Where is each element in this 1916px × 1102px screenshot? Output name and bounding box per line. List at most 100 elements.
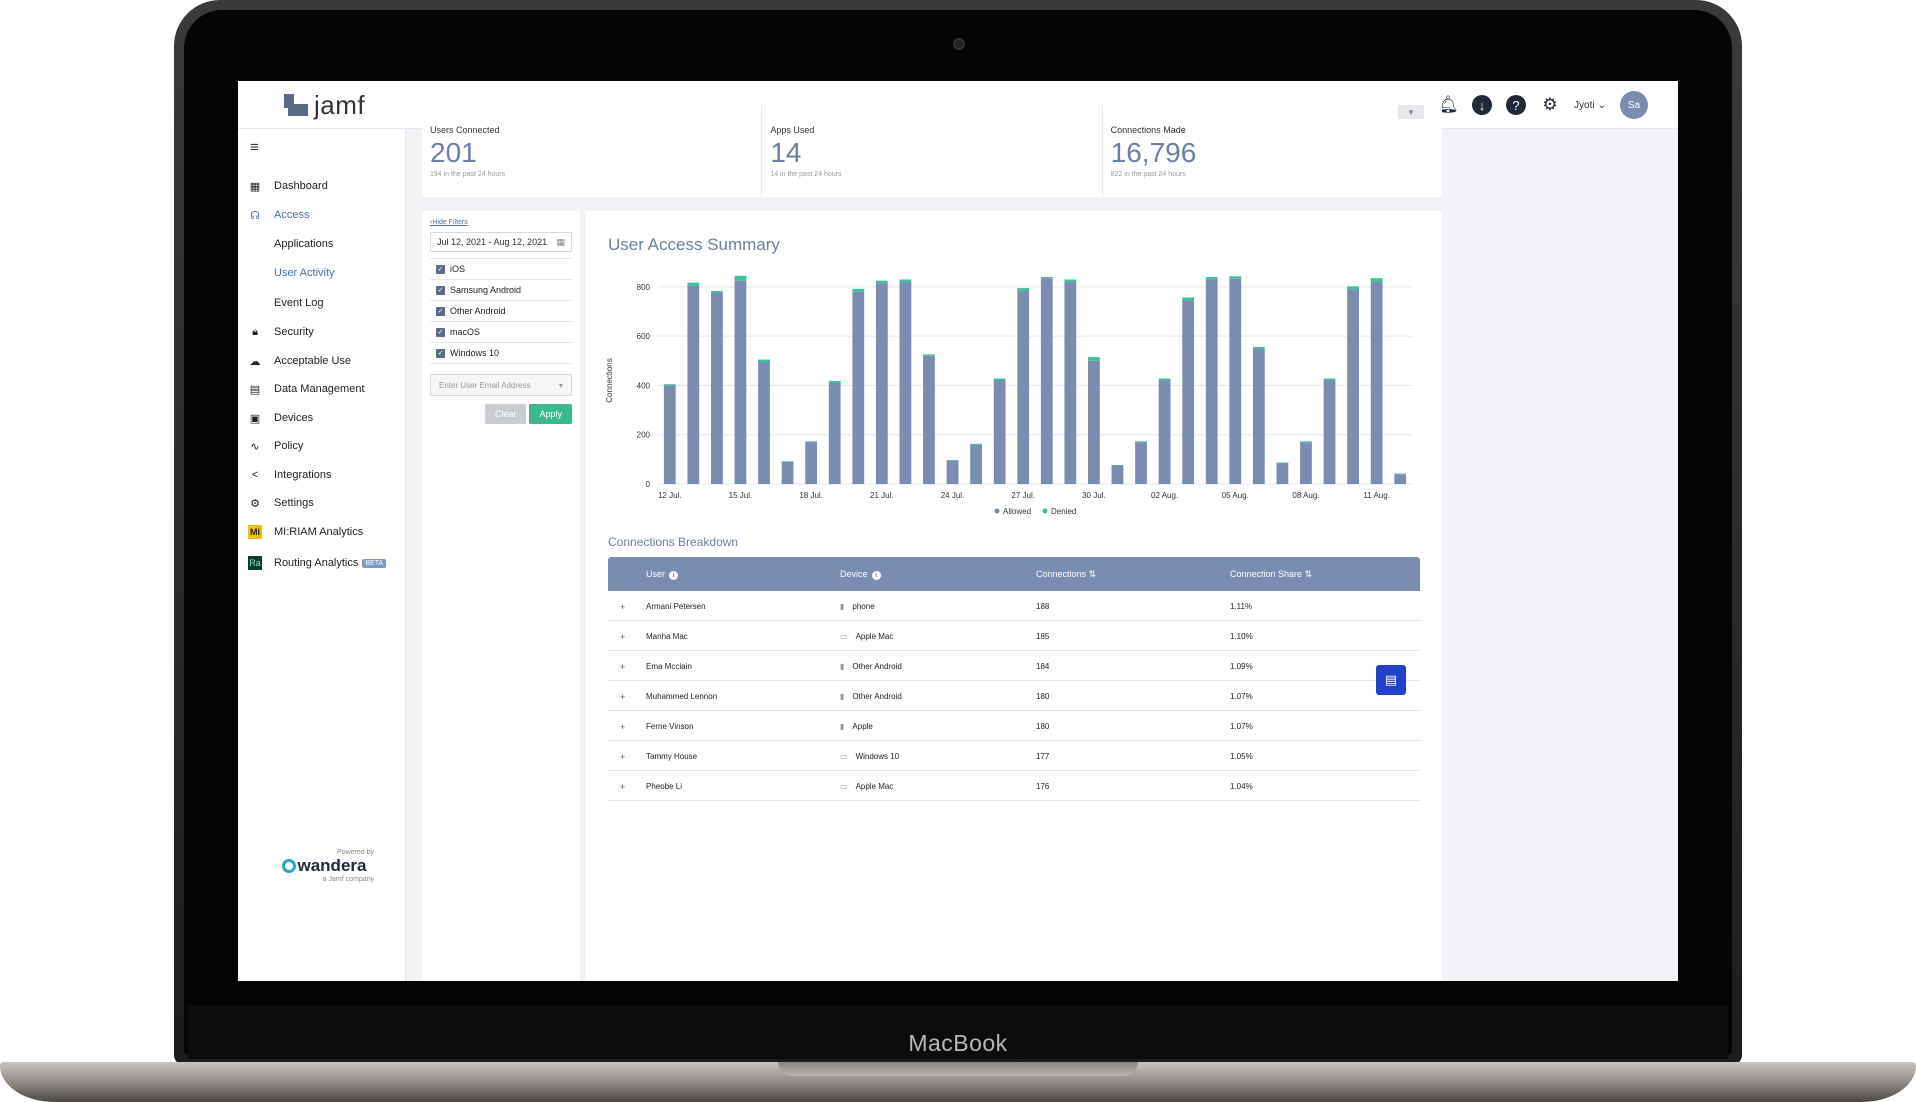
- avatar[interactable]: Sa: [1620, 91, 1648, 119]
- date-range-input[interactable]: Jul 12, 2021 - Aug 12, 2021 ▦: [430, 232, 572, 252]
- bar-allowed: [1300, 442, 1312, 484]
- info-icon[interactable]: i: [871, 570, 881, 580]
- miriam-icon: Mi: [248, 525, 262, 539]
- bar-denied: [711, 291, 723, 294]
- sidebar-item-policy[interactable]: ∿ Policy: [238, 435, 406, 457]
- header-user[interactable]: User i: [646, 569, 679, 580]
- info-icon[interactable]: i: [669, 570, 679, 580]
- sidebar-item-integrations[interactable]: < Integrations: [238, 464, 406, 486]
- sidebar-item-access[interactable]: ☊ Access: [238, 204, 406, 226]
- expand-icon[interactable]: +: [620, 752, 626, 762]
- sidebar-item-data-management[interactable]: ▤ Data Management: [238, 378, 406, 400]
- os-option-samsung-android[interactable]: ✓ Samsung Android: [430, 280, 572, 301]
- os-option-other-android[interactable]: ✓ Other Android: [430, 301, 572, 322]
- y-tick-label: 600: [637, 332, 651, 341]
- table-row[interactable]: + Armani Petersen ▮ phone 188 1.11%: [608, 591, 1420, 621]
- hide-filters-link[interactable]: ‹Hide Filters: [430, 219, 468, 226]
- checkbox-checked-icon[interactable]: ✓: [436, 285, 445, 295]
- x-tick-label: 05 Aug.: [1222, 491, 1249, 500]
- os-option-windows-10[interactable]: ✓ Windows 10: [430, 343, 572, 364]
- bar-denied: [1205, 277, 1218, 280]
- cell-device: Other Android: [852, 662, 902, 671]
- cell-share: 1.07%: [1230, 722, 1253, 731]
- bar-denied: [828, 380, 841, 383]
- expand-icon[interactable]: +: [620, 602, 626, 612]
- sort-icon[interactable]: ⇅: [1304, 568, 1313, 579]
- sidebar-item-security[interactable]: 🔒︎ Security: [238, 321, 406, 343]
- table-row[interactable]: + Tammy House ▭ Windows 10 177 1.05%: [608, 741, 1420, 771]
- os-option-macos[interactable]: ✓ macOS: [430, 322, 572, 343]
- bar-denied: [1158, 378, 1171, 381]
- cell-connections: 184: [1036, 662, 1050, 671]
- expand-icon[interactable]: +: [620, 782, 626, 792]
- clear-button[interactable]: Clear: [484, 404, 527, 424]
- sidebar-item-settings[interactable]: ⚙ Settings: [238, 492, 406, 514]
- table-row[interactable]: + Pheobe Li ▭ Apple Mac 176 1.04%: [608, 771, 1420, 801]
- checkbox-checked-icon[interactable]: ✓: [436, 327, 445, 337]
- collapse-metrics-button[interactable]: ▼: [1398, 105, 1424, 119]
- legend-denied-marker: [1042, 508, 1048, 514]
- checkbox-checked-icon[interactable]: ✓: [436, 306, 445, 316]
- sidebar-item-label: Dashboard: [274, 180, 328, 192]
- checkbox-checked-icon[interactable]: ✓: [436, 348, 445, 358]
- jamf-logo[interactable]: jamf: [284, 90, 365, 121]
- expand-icon[interactable]: +: [620, 662, 626, 672]
- book-icon[interactable]: ▤: [1376, 665, 1406, 695]
- bar-allowed: [781, 461, 794, 484]
- expand-icon[interactable]: +: [620, 632, 626, 642]
- header-share[interactable]: Connection Share ⇅: [1230, 569, 1312, 580]
- apply-button[interactable]: Apply: [529, 404, 572, 424]
- bar-denied: [875, 280, 888, 284]
- checkbox-checked-icon[interactable]: ✓: [436, 264, 445, 274]
- bar-allowed: [1323, 380, 1336, 484]
- metric-apps-used: Apps Used 14 14 in the past 24 hours: [762, 105, 1103, 197]
- metric-label: Users Connected: [430, 125, 500, 135]
- os-filter-list: ✓ iOS ✓ Samsung Android ✓ Other Android ✓ macOS…: [430, 258, 572, 364]
- caret-down-icon: ▼: [1407, 107, 1415, 117]
- sidebar-item-label: Data Management: [274, 383, 365, 395]
- cell-device: Apple: [852, 722, 873, 731]
- x-tick-label: 08 Aug.: [1292, 491, 1319, 500]
- download-icon[interactable]: ↓: [1472, 95, 1493, 115]
- metric-connections-made: Connections Made 16,796 822 in the past …: [1103, 105, 1442, 197]
- sidebar-item-label: Security: [274, 326, 314, 338]
- filter-actions: Clear Apply: [430, 404, 572, 424]
- x-tick-label: 27 Jul.: [1011, 491, 1035, 500]
- email-filter-input[interactable]: Enter User Email Address ▾: [430, 374, 572, 396]
- y-tick-label: 400: [637, 381, 651, 390]
- table-row[interactable]: + Manha Mac ▭ Apple Mac 185 1.10%: [608, 621, 1420, 651]
- header-connections[interactable]: Connections ⇅: [1036, 569, 1096, 580]
- sidebar-item-acceptable-use[interactable]: ☁ Acceptable Use: [238, 350, 406, 372]
- bar-denied: [687, 282, 700, 286]
- table-row[interactable]: + Ferne Vinson ▮ Apple 180 1.07%: [608, 711, 1420, 741]
- sidebar-item-routing-analytics[interactable]: Ra Routing Analytics BETA: [238, 552, 406, 574]
- os-option-ios[interactable]: ✓ iOS: [430, 259, 572, 280]
- expand-icon[interactable]: +: [620, 722, 626, 732]
- gear-icon[interactable]: ⚙: [1542, 95, 1558, 114]
- table-row[interactable]: + Ema Mcclain ▮ Other Android 184 1.09%: [608, 651, 1420, 681]
- bar-denied: [1064, 279, 1077, 282]
- routing-icon: Ra: [248, 556, 262, 570]
- bell-icon[interactable]: 🔔︎: [1437, 95, 1459, 114]
- sidebar-item-devices[interactable]: ▣ Devices: [238, 407, 406, 429]
- gear-icon: ⚙: [250, 497, 260, 510]
- laptop-icon: ▭: [840, 752, 848, 761]
- sidebar-item-user-activity[interactable]: User Activity: [238, 262, 406, 284]
- cell-user: Tammy House: [646, 752, 698, 761]
- user-menu[interactable]: Jyoti ⌄: [1574, 100, 1606, 111]
- header-device[interactable]: Device i: [840, 569, 881, 580]
- bar-allowed: [946, 460, 959, 484]
- bar-allowed: [1252, 348, 1265, 484]
- sidebar-item-mi-riam-analytics[interactable]: Mi MI:RIAM Analytics: [238, 521, 406, 543]
- sort-icon[interactable]: ⇅: [1088, 568, 1097, 579]
- expand-icon[interactable]: +: [620, 692, 626, 702]
- hamburger-menu-icon[interactable]: ≡: [250, 139, 259, 156]
- cell-device: phone: [852, 602, 875, 611]
- sidebar-item-event-log[interactable]: Event Log: [238, 292, 406, 314]
- help-icon[interactable]: ?: [1506, 95, 1527, 115]
- bar-denied: [970, 443, 982, 445]
- sidebar-item-applications[interactable]: Applications: [238, 233, 406, 255]
- table-row[interactable]: + Muhammed Lennon ▮ Other Android 180 1.07%: [608, 681, 1420, 711]
- sidebar-item-dashboard[interactable]: ▦ Dashboard: [238, 175, 406, 197]
